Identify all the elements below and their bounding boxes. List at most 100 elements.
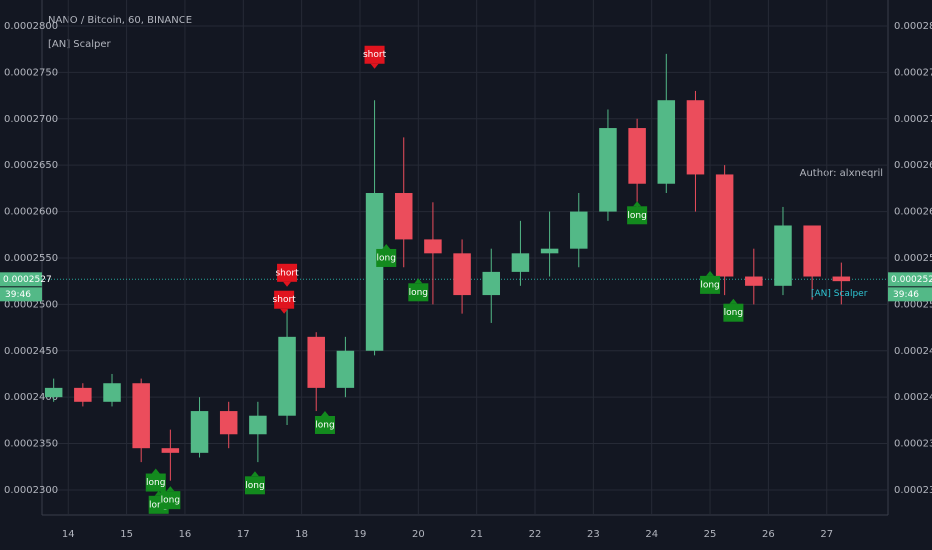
indicator-tag: [AN] Scalper [811, 289, 868, 299]
candle-body [511, 253, 530, 272]
x-tick-label: 17 [237, 529, 250, 540]
y-tick-label: 0.0002500 [894, 299, 932, 310]
y-tick-label: 0.0002350 [894, 439, 932, 450]
countdown-label: 39:46 [893, 290, 919, 300]
signal-label: long [245, 481, 264, 491]
candle-body [628, 128, 646, 184]
candle-body [599, 128, 617, 212]
last-price-box [0, 272, 42, 287]
countdown-label: 39:46 [5, 290, 31, 300]
x-tick-label: 24 [645, 529, 658, 540]
x-tick-label: 21 [470, 529, 483, 540]
candle-body [190, 411, 209, 453]
signal-arrow [320, 410, 329, 416]
last-price-label: 0.0002527 [3, 275, 52, 285]
signal-arrow [633, 201, 642, 207]
candle-body [745, 276, 763, 286]
signal-box [700, 275, 721, 294]
candle-body [570, 211, 588, 249]
signal-arrow [280, 308, 289, 314]
signal-arrow [370, 63, 379, 69]
y-tick-label: 0.0002650 [4, 160, 58, 171]
signal-box [376, 248, 397, 267]
y-tick-label: 0.0002550 [4, 253, 58, 264]
candle-body [278, 336, 296, 416]
signal-arrow [382, 243, 391, 249]
candle-body [540, 248, 559, 254]
y-tick-label: 0.0002750 [894, 67, 932, 78]
signal-label: long [724, 308, 743, 318]
signal-box [160, 491, 181, 510]
candle-body [44, 387, 63, 398]
y-tick-label: 0.0002300 [4, 485, 58, 496]
signal-box [314, 415, 335, 434]
countdown-box [888, 287, 932, 302]
y-tick-label: 0.0002450 [894, 346, 932, 357]
signal-arrow [151, 468, 160, 474]
countdown-box [0, 287, 42, 302]
indicator-name: [AN] Scalper [48, 39, 112, 50]
y-tick-label: 0.0002400 [894, 392, 932, 403]
y-tick-label: 0.0002600 [4, 207, 58, 218]
x-tick-label: 15 [120, 529, 133, 540]
x-tick-label: 14 [62, 529, 75, 540]
signal-box [627, 206, 648, 225]
chart-title: NANO / Bitcoin, 60, BINANCE [48, 15, 192, 26]
signal-box [723, 303, 744, 322]
signal-box [274, 290, 295, 309]
candle-body [103, 383, 121, 402]
signal-label: short [275, 268, 299, 278]
candle-body [161, 448, 180, 453]
candle-body [249, 415, 267, 435]
y-tick-label: 0.0002650 [894, 160, 932, 171]
candle-body [424, 239, 442, 254]
signal-label: short [273, 295, 297, 305]
signal-arrow [706, 270, 715, 276]
candle-body [803, 225, 821, 277]
signal-arrow [283, 281, 292, 287]
signal-label: long [161, 496, 180, 506]
candle-body [832, 276, 851, 282]
candle-body [482, 271, 501, 296]
candle-body [657, 100, 676, 184]
candle-body [394, 193, 413, 240]
y-tick-label: 0.0002700 [4, 114, 58, 125]
signal-label: long [146, 478, 165, 488]
y-tick-label: 0.0002600 [894, 207, 932, 218]
y-tick-label: 0.0002450 [4, 346, 58, 357]
candle-body [453, 253, 471, 296]
candle-body [74, 387, 92, 402]
candle-body [307, 336, 325, 388]
last-price-box [888, 272, 932, 287]
x-tick-label: 16 [179, 529, 192, 540]
signal-box [364, 45, 385, 64]
y-tick-label: 0.0002500 [4, 299, 58, 310]
x-tick-label: 25 [704, 529, 717, 540]
signal-arrow [250, 471, 259, 477]
y-tick-label: 0.0002800 [4, 21, 58, 32]
author-label: Author: alxneqril [800, 168, 883, 179]
candle-body [219, 411, 238, 435]
signal-arrow [729, 298, 738, 304]
signal-label: long [627, 211, 646, 221]
candle-body [336, 350, 355, 388]
signal-label: long [149, 500, 168, 510]
x-tick-label: 22 [529, 529, 542, 540]
x-tick-label: 26 [762, 529, 775, 540]
signal-box [145, 473, 166, 492]
x-tick-label: 27 [820, 529, 833, 540]
candle-body [365, 193, 384, 351]
y-tick-label: 0.0002800 [894, 21, 932, 32]
x-tick-label: 23 [587, 529, 600, 540]
y-tick-label: 0.0002350 [4, 439, 58, 450]
y-tick-label: 0.0002300 [894, 485, 932, 496]
x-tick-label: 19 [354, 529, 367, 540]
signal-label: short [363, 50, 387, 60]
signal-label: long [315, 420, 334, 430]
y-tick-label: 0.0002750 [4, 67, 58, 78]
signal-box [408, 283, 429, 302]
x-tick-label: 20 [412, 529, 425, 540]
signal-box [277, 263, 298, 282]
